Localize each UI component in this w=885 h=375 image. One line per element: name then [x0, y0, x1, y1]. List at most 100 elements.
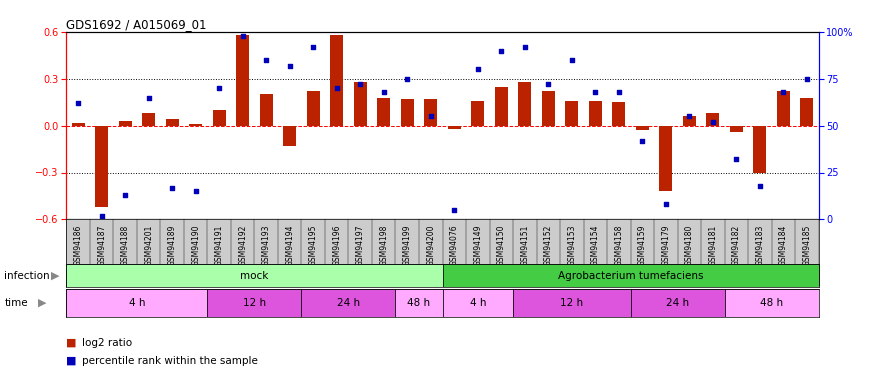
Point [471, 66, 485, 72]
Text: GSM94179: GSM94179 [661, 225, 670, 266]
Bar [354, 82, 366, 126]
Bar [683, 116, 696, 126]
Bar [72, 123, 85, 126]
Text: infection: infection [4, 271, 50, 280]
Point [235, 33, 250, 39]
Text: GSM94191: GSM94191 [215, 225, 224, 266]
Point [353, 81, 367, 87]
Text: ▶: ▶ [38, 298, 47, 308]
Point [142, 94, 156, 100]
Point [635, 138, 650, 144]
Text: 12 h: 12 h [560, 298, 583, 308]
Text: GSM94197: GSM94197 [356, 225, 365, 266]
Bar [495, 87, 508, 126]
Text: GSM94151: GSM94151 [520, 225, 529, 266]
Point [71, 100, 85, 106]
Bar [566, 100, 578, 126]
Bar [142, 113, 155, 126]
Point [259, 57, 273, 63]
Point [212, 85, 227, 91]
Text: 48 h: 48 h [760, 298, 783, 308]
Bar [401, 99, 413, 126]
Point [682, 113, 696, 119]
Point [282, 63, 296, 69]
Point [729, 156, 743, 162]
Text: GSM94189: GSM94189 [167, 225, 177, 266]
Text: 24 h: 24 h [666, 298, 689, 308]
Text: ▶: ▶ [50, 271, 59, 280]
Text: GSM94201: GSM94201 [144, 225, 153, 266]
Bar [96, 126, 108, 207]
Point [705, 119, 720, 125]
Text: 24 h: 24 h [337, 298, 360, 308]
Bar [207, 289, 302, 317]
Bar [212, 110, 226, 126]
Text: GSM94192: GSM94192 [238, 225, 247, 266]
Text: GSM94187: GSM94187 [97, 225, 106, 266]
Text: GSM94150: GSM94150 [496, 225, 505, 266]
Point [518, 44, 532, 50]
Bar [396, 289, 442, 317]
Point [447, 207, 461, 213]
Bar [259, 94, 273, 126]
Point [306, 44, 320, 50]
Bar [725, 289, 819, 317]
Text: GSM94180: GSM94180 [685, 225, 694, 266]
Text: 12 h: 12 h [242, 298, 266, 308]
Text: GSM94195: GSM94195 [309, 225, 318, 266]
Point [189, 188, 203, 194]
Text: GSM94152: GSM94152 [543, 225, 553, 266]
Text: GSM94154: GSM94154 [591, 225, 600, 266]
Bar [165, 119, 179, 126]
Bar [448, 126, 461, 129]
Bar [307, 91, 319, 126]
Bar [189, 124, 202, 126]
Bar [542, 91, 555, 126]
Text: GSM94182: GSM94182 [732, 225, 741, 266]
Bar [442, 289, 513, 317]
Bar [330, 35, 343, 126]
Bar [424, 99, 437, 126]
Bar [119, 121, 132, 126]
Text: GDS1692 / A015069_01: GDS1692 / A015069_01 [66, 18, 207, 31]
Point [542, 81, 556, 87]
Bar [66, 289, 207, 317]
Point [95, 213, 109, 219]
Point [589, 89, 603, 95]
Point [612, 89, 626, 95]
Text: percentile rank within the sample: percentile rank within the sample [82, 356, 258, 366]
Point [800, 76, 814, 82]
Text: GSM94185: GSM94185 [803, 225, 812, 266]
Text: GSM94183: GSM94183 [756, 225, 765, 266]
Text: GSM94181: GSM94181 [708, 225, 718, 266]
Text: ■: ■ [66, 356, 77, 366]
Point [424, 113, 438, 119]
Point [753, 183, 767, 189]
Text: GSM94149: GSM94149 [473, 225, 482, 266]
Bar [66, 264, 442, 287]
Bar [302, 289, 396, 317]
Bar [730, 126, 743, 132]
Bar [777, 91, 789, 126]
Text: time: time [4, 298, 28, 308]
Text: GSM94076: GSM94076 [450, 225, 458, 266]
Bar [612, 102, 626, 126]
Bar [659, 126, 673, 191]
Text: GSM94193: GSM94193 [262, 225, 271, 266]
Bar [589, 100, 602, 126]
Text: 4 h: 4 h [470, 298, 486, 308]
Bar [630, 289, 725, 317]
Text: GSM94196: GSM94196 [332, 225, 342, 266]
Point [118, 192, 132, 198]
Text: ■: ■ [66, 338, 77, 348]
Text: GSM94186: GSM94186 [73, 225, 82, 266]
Text: GSM94194: GSM94194 [285, 225, 294, 266]
Bar [442, 264, 819, 287]
Bar [706, 113, 720, 126]
Point [658, 201, 673, 207]
Point [494, 48, 508, 54]
Text: GSM94190: GSM94190 [191, 225, 200, 266]
Text: GSM94200: GSM94200 [427, 225, 435, 266]
Point [400, 76, 414, 82]
Text: GSM94158: GSM94158 [614, 225, 623, 266]
